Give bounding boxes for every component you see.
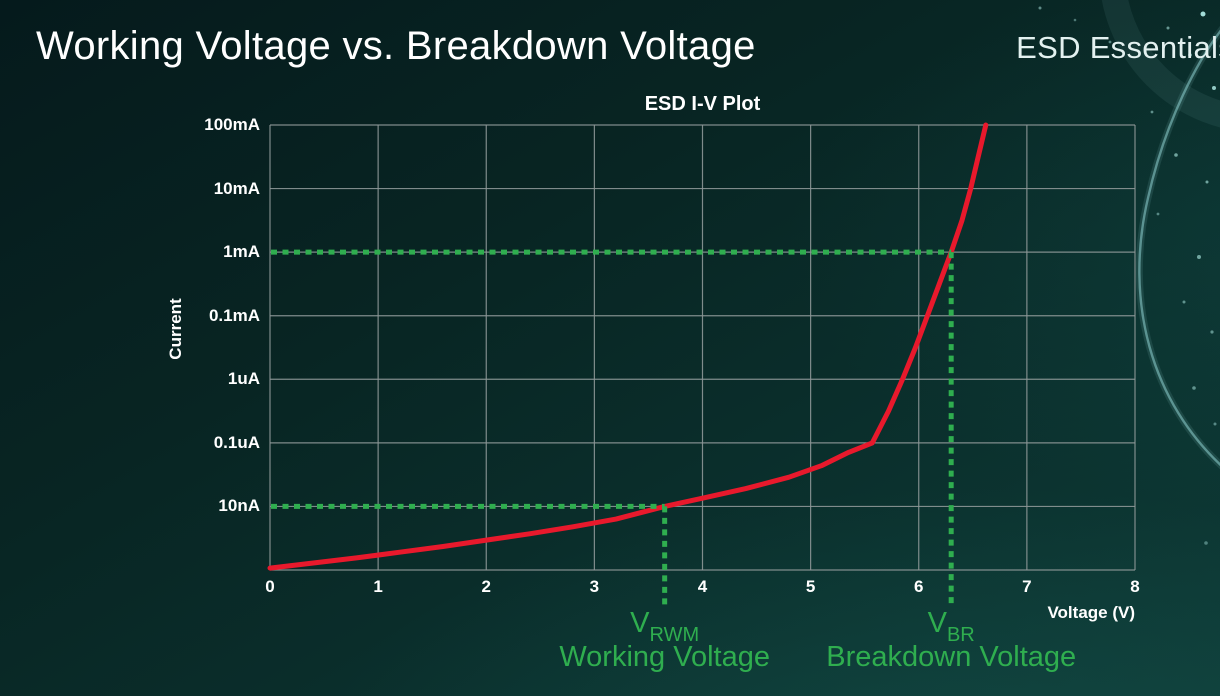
vrwm-subscript: RWM — [649, 623, 700, 646]
chart-title: ESD I-V Plot — [644, 93, 761, 115]
x-tick-label: 7 — [1022, 577, 1032, 596]
iv-curve — [267, 122, 989, 571]
vrwm-label: VRWM — [630, 607, 700, 646]
x-tick-label: 4 — [697, 577, 708, 596]
x-tick-label: 1 — [373, 577, 383, 596]
vrwm-symbol: V — [630, 607, 650, 639]
x-tick-label: 5 — [805, 577, 816, 596]
x-tick-label: 8 — [1130, 577, 1140, 596]
x-tick-label: 2 — [481, 577, 491, 596]
vrwm-dotted-lines — [271, 503, 668, 608]
y-tick-label: 10mA — [213, 178, 260, 198]
working-voltage-caption: Working Voltage — [559, 641, 770, 673]
decorative-swoosh — [1101, 0, 1220, 470]
x-tick-label: 6 — [914, 577, 924, 596]
y-tick-label: 10nA — [218, 496, 260, 516]
y-tick-label: 0.1uA — [213, 432, 260, 452]
vbr-dotted-lines — [271, 249, 954, 608]
page-title: Working Voltage vs. Breakdown Voltage — [36, 24, 756, 68]
y-tick-label: 0.1mA — [208, 305, 260, 325]
vbr-symbol: V — [927, 607, 947, 639]
y-axis-title: Current — [166, 298, 185, 360]
x-tick-label: 3 — [589, 577, 600, 596]
particle-dots — [1038, 6, 1217, 545]
brand-logo-text: ESD Essentials — [1016, 30, 1220, 65]
vbr-subscript: BR — [946, 623, 975, 646]
y-tick-label: 100mA — [204, 115, 260, 134]
breakdown-voltage-caption: Breakdown Voltage — [826, 641, 1077, 673]
y-tick-label: 1mA — [223, 242, 260, 262]
x-tick-label: 0 — [265, 577, 275, 596]
vbr-label: VBR — [927, 607, 975, 646]
y-tick-label: 1uA — [227, 369, 260, 389]
grid-lines — [269, 124, 1136, 571]
x-axis-title: Voltage (V) — [1047, 603, 1135, 622]
